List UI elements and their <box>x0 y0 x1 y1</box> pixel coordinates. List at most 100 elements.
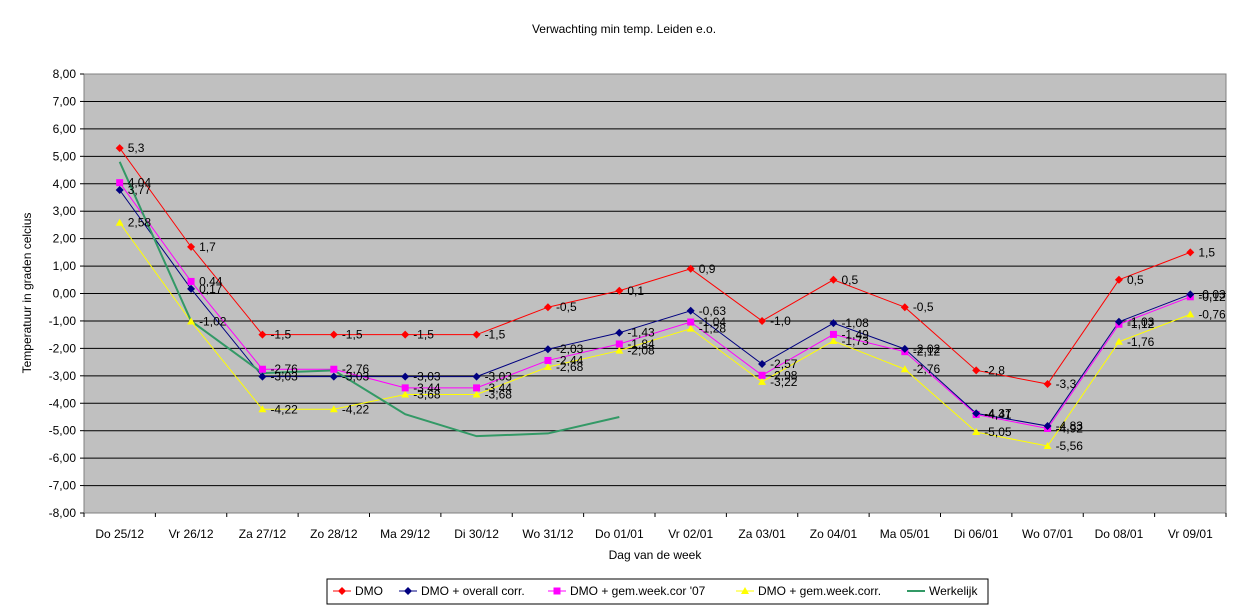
data-point <box>473 384 481 392</box>
x-tick-label: Za 27/12 <box>239 527 287 541</box>
data-point <box>329 372 338 381</box>
series-lines <box>118 147 1191 447</box>
data-label: -0,63 <box>699 304 727 318</box>
data-label: -1,73 <box>841 334 869 348</box>
data-label: -3,22 <box>770 375 798 389</box>
gridlines <box>84 100 1226 487</box>
y-axis-label: Temperatuur in graden celcius <box>20 213 34 374</box>
data-point <box>1043 422 1052 431</box>
data-label: -2,57 <box>770 357 798 371</box>
y-tick-label: 0,00 <box>53 287 77 301</box>
x-tick-label: Zo 28/12 <box>310 527 358 541</box>
data-point <box>543 303 552 312</box>
data-label: -1,03 <box>1127 315 1155 329</box>
data-point <box>1114 275 1123 284</box>
series-markers <box>115 144 1195 450</box>
data-label: -1,5 <box>342 328 363 342</box>
legend-marker <box>338 587 346 595</box>
data-point <box>472 330 481 339</box>
data-point <box>900 303 909 312</box>
data-label: 0,44 <box>199 274 223 288</box>
x-tick-label: Do 08/01 <box>1095 527 1144 541</box>
x-tick-label: Ma 29/12 <box>380 527 430 541</box>
data-point <box>1186 310 1195 318</box>
data-label: 0,5 <box>841 273 858 287</box>
data-label: -3,03 <box>413 370 441 384</box>
data-label: -2,12 <box>913 345 941 359</box>
legend-marker <box>741 587 749 594</box>
x-tick-label: Di 06/01 <box>954 527 999 541</box>
data-label: -2,76 <box>342 362 370 376</box>
data-label: 3,77 <box>128 183 152 197</box>
x-tick-label: Ma 05/01 <box>880 527 930 541</box>
y-tick-label: -2,00 <box>49 341 77 355</box>
data-point <box>615 286 624 295</box>
data-label: -3,44 <box>413 381 441 395</box>
data-point <box>544 356 552 364</box>
data-label: -3,68 <box>413 387 441 401</box>
legend-marker <box>404 587 412 595</box>
data-label: -4,22 <box>270 402 298 416</box>
data-point <box>1114 317 1123 326</box>
data-label: -0,5 <box>913 300 934 314</box>
data-label: 4,04 <box>128 176 152 190</box>
data-label: -4,41 <box>984 407 1012 421</box>
data-label: -5,05 <box>984 425 1012 439</box>
data-label: 0,5 <box>1127 273 1144 287</box>
data-label: -0,5 <box>556 300 577 314</box>
data-label: -4,22 <box>342 402 370 416</box>
y-tick-label: 8,00 <box>53 67 77 81</box>
data-point <box>1186 248 1195 257</box>
data-point <box>758 360 767 369</box>
legend-box <box>326 578 989 605</box>
data-label: -1,0 <box>770 314 791 328</box>
data-point <box>829 330 837 338</box>
data-label: -1,5 <box>270 328 291 342</box>
y-axis-ticks: -8,00 -7,00 -6,00 -5,00 -4,00 -3,00 -2,00 -1,00… <box>49 67 84 520</box>
data-label: 1,5 <box>1198 245 1215 259</box>
data-label: -1,28 <box>699 322 727 336</box>
data-point <box>401 390 410 398</box>
series-line <box>119 182 1191 430</box>
data-label: -4,37 <box>984 406 1012 420</box>
data-point <box>472 372 481 381</box>
data-point <box>1043 442 1052 450</box>
x-tick-label: Wo 31/12 <box>522 527 573 541</box>
data-point <box>472 390 481 398</box>
data-point <box>829 319 838 328</box>
data-point <box>615 328 624 337</box>
data-label: -2,76 <box>913 362 941 376</box>
series-line <box>118 161 620 438</box>
y-tick-label: -5,00 <box>49 424 77 438</box>
data-label: -0,03 <box>1198 287 1226 301</box>
x-tick-label: Vr 26/12 <box>169 527 214 541</box>
data-label: 1,7 <box>199 240 216 254</box>
series-line <box>119 147 1191 385</box>
y-tick-label: 1,00 <box>53 259 77 273</box>
data-label: -5,56 <box>1056 439 1084 453</box>
data-label: -1,49 <box>841 327 869 341</box>
data-point <box>115 218 124 226</box>
data-label: -2,08 <box>627 344 655 358</box>
data-label: 0,17 <box>199 282 223 296</box>
data-label: -1,5 <box>413 328 434 342</box>
data-point <box>115 186 124 195</box>
legend: DMO DMO + overall corr. DMO + gem.week.cor… <box>326 578 989 605</box>
y-tick-label: -3,00 <box>49 369 77 383</box>
data-point <box>401 384 409 392</box>
data-point <box>829 336 838 344</box>
data-point <box>329 405 338 413</box>
x-tick-label: Do 01/01 <box>595 527 644 541</box>
data-point <box>116 179 124 187</box>
data-point <box>329 330 338 339</box>
data-label: -3,68 <box>485 387 513 401</box>
data-point <box>187 317 196 325</box>
data-point <box>1186 290 1195 299</box>
x-tick-label: Wo 07/01 <box>1022 527 1073 541</box>
data-label: -1,5 <box>485 328 506 342</box>
y-tick-label: -8,00 <box>49 506 77 520</box>
y-tick-label: 5,00 <box>53 149 77 163</box>
data-point <box>972 428 981 436</box>
data-point <box>686 306 695 315</box>
